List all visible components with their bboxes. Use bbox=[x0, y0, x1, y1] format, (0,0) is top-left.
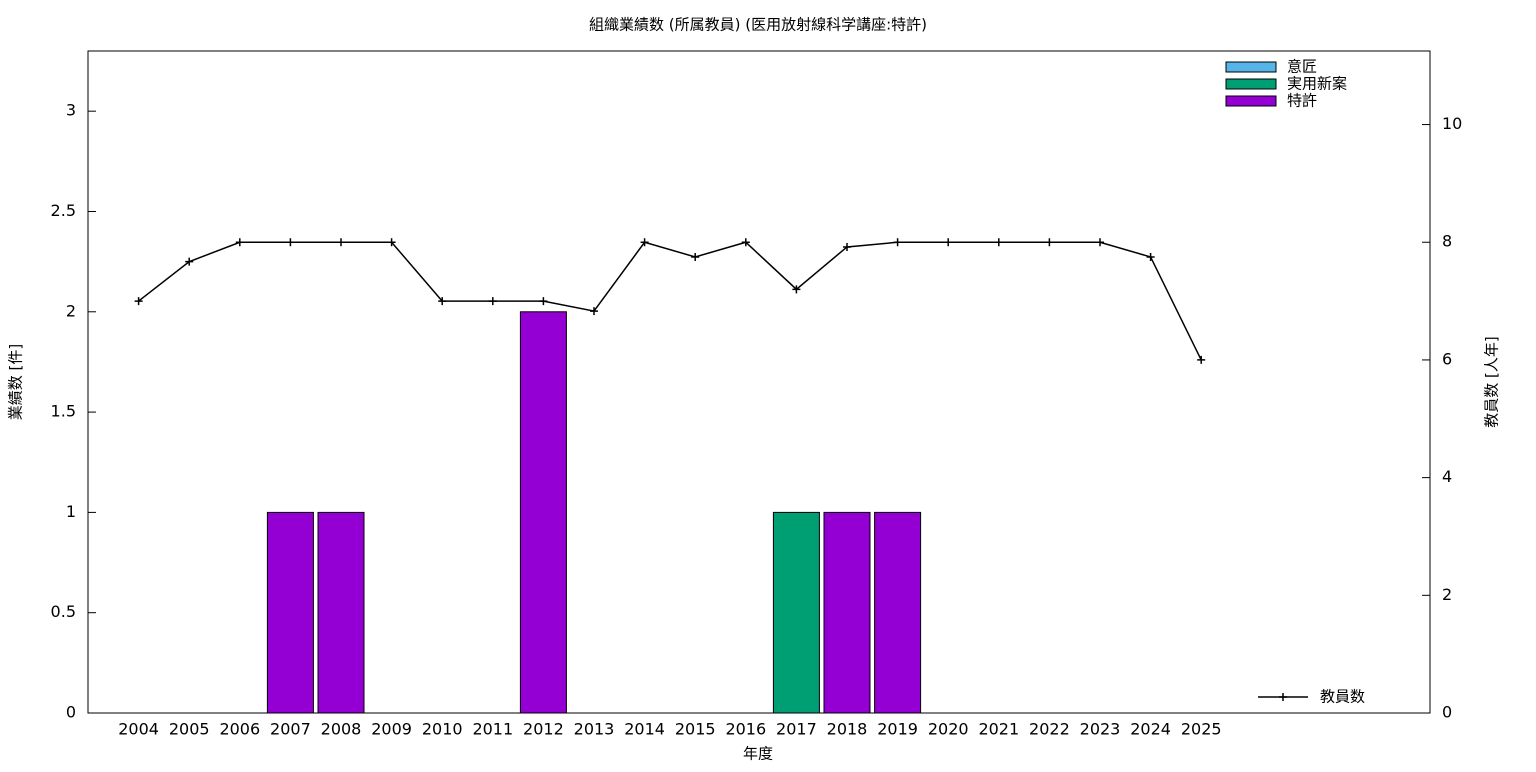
legend-swatch bbox=[1225, 61, 1277, 73]
x-tick-label: 2013 bbox=[574, 720, 615, 739]
x-tick-label: 2015 bbox=[675, 720, 716, 739]
bar bbox=[317, 511, 365, 714]
x-tick-label: 2007 bbox=[270, 720, 311, 739]
y-tick-label: 2.5 bbox=[51, 201, 76, 220]
legend-swatch bbox=[1225, 78, 1277, 90]
x-tick-label: 2014 bbox=[624, 720, 665, 739]
y2-tick-label: 2 bbox=[1442, 585, 1452, 604]
x-tick-label: 2020 bbox=[928, 720, 969, 739]
plot-frame bbox=[87, 50, 1431, 714]
legend-swatch bbox=[1225, 95, 1277, 107]
point-marker bbox=[1096, 238, 1104, 247]
bar bbox=[823, 511, 871, 714]
x-tick-label: 2010 bbox=[422, 720, 463, 739]
y-tick-label: 1 bbox=[66, 502, 76, 521]
point-marker bbox=[134, 297, 143, 306]
x-tick-label: 2022 bbox=[1029, 720, 1070, 739]
y2-tick-label: 0 bbox=[1442, 703, 1452, 722]
x-tick-label: 2006 bbox=[219, 720, 260, 739]
point-marker bbox=[539, 297, 548, 306]
x-tick-label: 2018 bbox=[827, 720, 868, 739]
x-tick-label: 2005 bbox=[169, 720, 210, 739]
x-tick-label: 2019 bbox=[877, 720, 918, 739]
point-marker bbox=[843, 242, 851, 251]
y-tick-label: 3 bbox=[66, 101, 76, 120]
x-tick-label: 2023 bbox=[1080, 720, 1121, 739]
legend-label: 教員数 bbox=[1320, 688, 1365, 706]
y2-tick-label: 10 bbox=[1442, 114, 1462, 133]
x-tick-label: 2004 bbox=[118, 720, 159, 739]
x-tick-label: 2008 bbox=[321, 720, 362, 739]
bar bbox=[519, 311, 567, 714]
point-marker bbox=[1045, 238, 1054, 247]
point-marker bbox=[640, 238, 649, 247]
legend-label: 意匠 bbox=[1287, 58, 1317, 76]
y2-tick-label: 8 bbox=[1442, 232, 1452, 251]
line bbox=[138, 241, 1202, 361]
point-marker bbox=[337, 238, 345, 247]
legend-label: 実用新案 bbox=[1287, 75, 1347, 93]
point-marker bbox=[185, 257, 194, 266]
bar bbox=[772, 511, 820, 714]
point-marker bbox=[893, 238, 902, 247]
point-marker bbox=[994, 238, 1003, 247]
x-axis-label: 年度 bbox=[743, 745, 773, 763]
x-tick-label: 2024 bbox=[1130, 720, 1171, 739]
point-marker bbox=[235, 238, 244, 247]
x-tick-label: 2025 bbox=[1181, 720, 1222, 739]
point-marker bbox=[691, 252, 700, 261]
point-marker bbox=[438, 297, 447, 306]
point-marker bbox=[792, 285, 801, 294]
x-tick-label: 2009 bbox=[371, 720, 412, 739]
y2-tick-label: 4 bbox=[1442, 467, 1452, 486]
y2-tick-label: 6 bbox=[1442, 349, 1452, 368]
point-marker bbox=[1146, 252, 1155, 261]
y-tick-label: 2 bbox=[66, 301, 76, 320]
x-tick-label: 2011 bbox=[472, 720, 513, 739]
legend-label: 特許 bbox=[1287, 92, 1317, 110]
point-marker bbox=[488, 297, 497, 306]
point-marker bbox=[286, 238, 295, 247]
y-tick-label: 0.5 bbox=[51, 602, 76, 621]
point-marker bbox=[1197, 355, 1206, 364]
x-tick-label: 2021 bbox=[978, 720, 1019, 739]
x-tick-label: 2012 bbox=[523, 720, 564, 739]
bar bbox=[266, 511, 314, 714]
point-marker bbox=[944, 238, 953, 247]
x-tick-label: 2016 bbox=[725, 720, 766, 739]
point-marker bbox=[590, 307, 598, 316]
point-marker bbox=[387, 238, 396, 247]
legend-marker bbox=[1279, 693, 1287, 701]
y-tick-label: 0 bbox=[66, 703, 76, 722]
chart-title: 組織業績数 (所属教員) (医用放射線科学講座:特許) bbox=[589, 16, 927, 34]
point-marker bbox=[741, 238, 750, 247]
x-tick-label: 2017 bbox=[776, 720, 817, 739]
bar bbox=[874, 511, 922, 714]
y-tick-label: 1.5 bbox=[51, 402, 76, 421]
y2-axis-label: 教員数 [人年] bbox=[1483, 336, 1501, 427]
y-axis-label: 業績数 [件] bbox=[7, 344, 25, 420]
